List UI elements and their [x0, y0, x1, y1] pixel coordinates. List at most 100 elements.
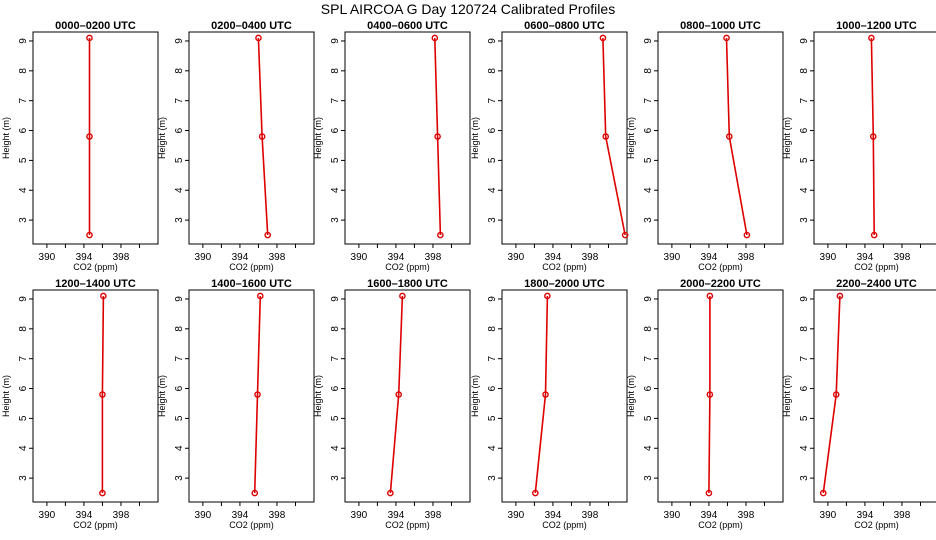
data-point — [870, 231, 878, 239]
y-tick-label: 9 — [643, 296, 654, 302]
y-axis-label: Height (m) — [157, 117, 167, 159]
y-tick-label: 8 — [330, 68, 341, 74]
x-axis-label: CO2 (ppm) — [73, 262, 118, 272]
x-axis-label: CO2 (ppm) — [542, 262, 587, 272]
y-tick-label: 8 — [643, 68, 654, 74]
y-tick-label: 4 — [487, 187, 498, 193]
y-tick-label: 5 — [330, 157, 341, 163]
y-tick-label: 3 — [174, 217, 185, 223]
profile-line — [253, 295, 262, 494]
y-tick-label: 6 — [487, 385, 498, 391]
data-point — [542, 391, 549, 398]
panel-title: 0200–0400 UTC — [211, 20, 292, 32]
y-tick-label: 3 — [18, 217, 29, 223]
profile-line — [534, 295, 549, 494]
data-point — [868, 34, 875, 42]
y-tick-label: 3 — [330, 217, 341, 223]
data-point — [387, 489, 394, 497]
x-axis-label: CO2 (ppm) — [229, 262, 274, 272]
data-point — [705, 489, 713, 497]
y-tick-label: 8 — [174, 68, 185, 74]
y-axis-label: Height (m) — [626, 375, 636, 417]
y-tick-label: 8 — [174, 326, 185, 332]
plot-frame — [501, 289, 628, 503]
x-tick-label: 390 — [195, 510, 212, 521]
plot-frame — [501, 31, 628, 245]
data-point — [706, 391, 714, 398]
data-point — [399, 292, 406, 300]
x-axis-label: CO2 (ppm) — [698, 520, 743, 530]
data-point — [86, 133, 93, 140]
y-tick-label: 8 — [799, 326, 810, 332]
y-tick-label: 4 — [18, 187, 29, 193]
data-point — [532, 489, 539, 497]
y-axis-label: Height (m) — [313, 375, 323, 417]
y-axis-label: Height (m) — [782, 375, 792, 417]
y-tick-label: 6 — [18, 385, 29, 391]
data-point — [255, 34, 262, 42]
y-tick-label: 6 — [799, 385, 810, 391]
y-tick-label: 5 — [330, 415, 341, 421]
y-tick-label: 9 — [330, 38, 341, 44]
y-tick-label: 5 — [799, 157, 810, 163]
plot-frame — [657, 31, 784, 245]
x-tick-label: 398 — [269, 510, 286, 521]
data-point — [723, 34, 730, 42]
x-tick-label: 394 — [388, 252, 405, 263]
x-axis-label: CO2 (ppm) — [229, 520, 274, 530]
x-tick-label: 394 — [857, 252, 874, 263]
profile-line — [725, 37, 748, 236]
profile-line — [870, 37, 875, 236]
data-point — [99, 489, 106, 497]
y-tick-label: 8 — [487, 326, 498, 332]
x-tick-label: 398 — [425, 252, 442, 263]
x-axis-label: CO2 (ppm) — [542, 520, 587, 530]
y-tick-label: 6 — [18, 127, 29, 133]
y-tick-label: 7 — [799, 355, 810, 361]
y-tick-label: 7 — [487, 355, 498, 361]
y-tick-label: 4 — [799, 445, 810, 451]
data-point — [264, 231, 272, 239]
y-tick-label: 4 — [643, 187, 654, 193]
data-point — [256, 292, 264, 300]
y-tick-label: 7 — [799, 97, 810, 103]
panel-title: 1200–1400 UTC — [55, 278, 136, 290]
x-tick-label: 394 — [857, 510, 874, 521]
y-axis-label: Height (m) — [626, 117, 636, 159]
y-tick-label: 7 — [330, 355, 341, 361]
y-tick-label: 8 — [18, 68, 29, 74]
x-tick-label: 394 — [232, 252, 249, 263]
y-tick-label: 7 — [487, 97, 498, 103]
y-tick-label: 3 — [487, 217, 498, 223]
data-point — [706, 292, 714, 300]
x-axis-label: CO2 (ppm) — [385, 262, 430, 272]
x-tick-label: 398 — [738, 252, 755, 263]
y-tick-label: 6 — [330, 385, 341, 391]
panel-title: 0400–0600 UTC — [367, 20, 448, 32]
y-tick-label: 7 — [174, 355, 185, 361]
x-tick-label: 398 — [894, 252, 911, 263]
y-axis-label: Height (m) — [470, 117, 480, 159]
y-tick-label: 8 — [18, 326, 29, 332]
data-point — [99, 391, 106, 398]
y-tick-label: 6 — [174, 127, 185, 133]
x-axis-label: CO2 (ppm) — [73, 520, 118, 530]
x-tick-label: 398 — [269, 252, 286, 263]
x-tick-label: 398 — [425, 510, 442, 521]
x-tick-label: 390 — [508, 252, 525, 263]
y-tick-label: 5 — [18, 415, 29, 421]
x-tick-label: 394 — [701, 510, 718, 521]
figure-title: SPL AIRCOA G Day 120724 Calibrated Profi… — [320, 1, 616, 17]
x-tick-label: 390 — [508, 510, 525, 521]
plot-frame — [188, 31, 315, 245]
y-tick-label: 4 — [330, 445, 341, 451]
data-point — [395, 391, 403, 398]
data-point — [258, 133, 266, 140]
y-tick-label: 8 — [799, 68, 810, 74]
y-tick-label: 3 — [18, 475, 29, 481]
